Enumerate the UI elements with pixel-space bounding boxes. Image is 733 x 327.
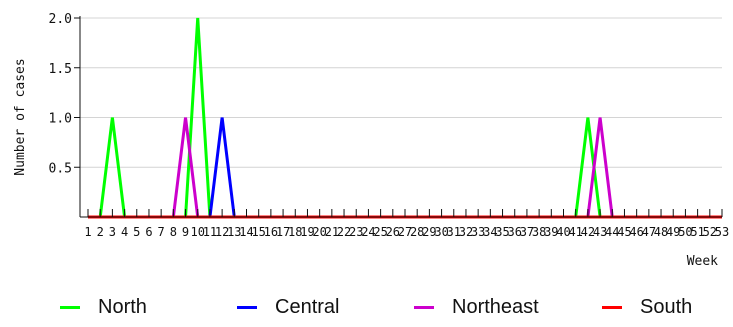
x-tick-label: 31 <box>447 225 461 239</box>
x-tick-label: 38 <box>532 225 546 239</box>
legend-label: South <box>640 296 693 318</box>
x-tick-label: 1 <box>84 225 91 239</box>
x-tick-label: 21 <box>325 225 339 239</box>
x-tick-label: 8 <box>170 225 177 239</box>
x-tick-label: 33 <box>471 225 485 239</box>
x-axis-label: Week <box>687 254 718 269</box>
x-tick-label: 52 <box>703 225 717 239</box>
x-tick-label: 19 <box>300 225 314 239</box>
x-tick-label: 3 <box>109 225 116 239</box>
x-tick-label: 16 <box>264 225 278 239</box>
x-tick-label: 51 <box>690 225 704 239</box>
x-tick-label: 22 <box>337 225 351 239</box>
x-tick-label: 26 <box>386 225 400 239</box>
x-tick-label: 13 <box>227 225 241 239</box>
x-tick-label: 28 <box>410 225 424 239</box>
x-tick-label: 10 <box>191 225 205 239</box>
y-axis-label: Number of cases <box>13 58 28 175</box>
x-tick-label: 25 <box>373 225 387 239</box>
x-tick-label: 34 <box>483 225 497 239</box>
x-tick-label: 47 <box>642 225 656 239</box>
x-tick-label: 48 <box>654 225 668 239</box>
x-tick-label: 5 <box>133 225 140 239</box>
x-tick-label: 7 <box>158 225 165 239</box>
legend-swatch <box>237 306 257 309</box>
x-tick-label: 11 <box>203 225 217 239</box>
legend-swatch <box>414 306 434 309</box>
grid <box>80 17 722 168</box>
legend-item-northeast: Northeast <box>414 296 539 319</box>
x-tick-label: 49 <box>666 225 680 239</box>
x-tick-label: 9 <box>182 225 189 239</box>
x-tick-label: 20 <box>312 225 326 239</box>
x-tick-label: 15 <box>251 225 265 239</box>
legend-label: Northeast <box>452 296 539 318</box>
legend-swatch <box>602 306 622 309</box>
x-tick-label: 23 <box>349 225 363 239</box>
y-ticks: 2.0 1.5 1.0 0.5 <box>49 12 80 176</box>
y-tick-label: 1.0 <box>49 112 72 127</box>
y-tick-label: 0.5 <box>49 161 72 176</box>
x-tick-label: 44 <box>605 225 619 239</box>
x-tick-label: 40 <box>556 225 570 239</box>
x-tick-label: 4 <box>121 225 128 239</box>
legend-label: North <box>98 296 147 318</box>
x-tick-label: 2 <box>97 225 104 239</box>
legend-swatch <box>60 306 80 309</box>
x-tick-label: 29 <box>422 225 436 239</box>
x-tick-label: 45 <box>617 225 631 239</box>
x-tick-label: 53 <box>715 225 729 239</box>
x-tick-label: 14 <box>239 225 253 239</box>
x-tick-label: 12 <box>215 225 229 239</box>
x-tick-label: 18 <box>288 225 302 239</box>
legend-item-south: South <box>602 296 692 319</box>
x-tick-label: 41 <box>568 225 582 239</box>
x-tick-label: 37 <box>520 225 534 239</box>
y-tick-label: 2.0 <box>49 12 72 27</box>
x-tick-label: 24 <box>361 225 375 239</box>
x-tick-label: 35 <box>495 225 509 239</box>
x-tick-label: 6 <box>145 225 152 239</box>
axes <box>79 16 722 218</box>
x-tick-label: 42 <box>581 225 595 239</box>
legend: North Central Northeast South <box>0 296 733 326</box>
x-tick-label: 50 <box>678 225 692 239</box>
x-tick-label: 17 <box>276 225 290 239</box>
x-tick-label: 27 <box>398 225 412 239</box>
x-tick-label: 36 <box>508 225 522 239</box>
x-tick-label: 43 <box>593 225 607 239</box>
legend-label: Central <box>275 296 340 318</box>
legend-item-north: North <box>60 296 147 319</box>
x-tick-label: 46 <box>629 225 643 239</box>
x-tick-label: 39 <box>544 225 558 239</box>
x-tick-label: 32 <box>459 225 473 239</box>
legend-item-central: Central <box>237 296 339 319</box>
x-tick-label: 30 <box>434 225 448 239</box>
y-tick-label: 1.5 <box>49 62 72 77</box>
x-ticks: 1 2 3 4 5 6 7 8 9 1011121314151617181920212223242… <box>84 209 729 239</box>
